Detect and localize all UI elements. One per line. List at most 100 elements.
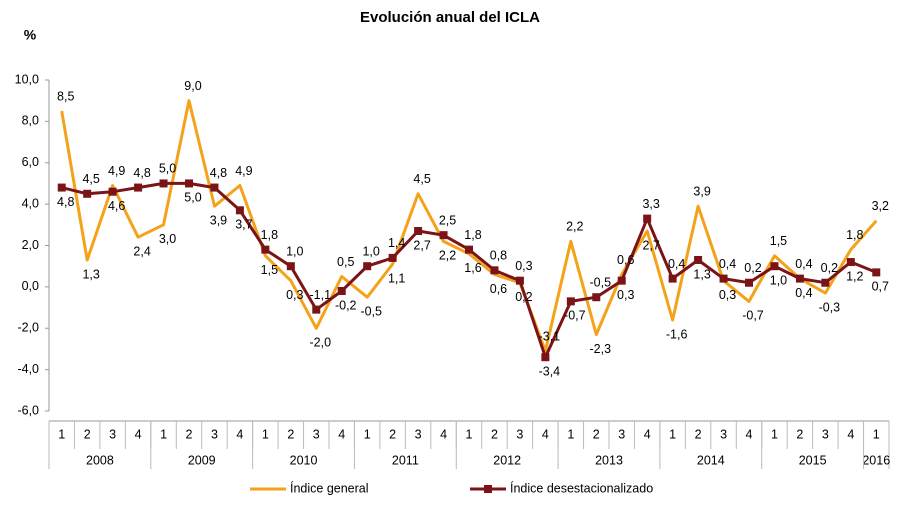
point-marker — [337, 287, 346, 296]
data-label: -1,6 — [666, 327, 688, 341]
data-label: 0,5 — [337, 255, 354, 269]
data-label: 4,8 — [133, 166, 150, 180]
legend-marker — [484, 485, 492, 493]
point-marker — [566, 297, 575, 306]
x-tick-label: 1 — [873, 427, 880, 441]
x-tick-label: 2 — [287, 427, 294, 441]
data-label: 0,3 — [286, 288, 303, 302]
x-tick-label: 4 — [135, 427, 142, 441]
data-label: 3,7 — [235, 218, 252, 232]
year-label: 2013 — [595, 453, 623, 467]
x-tick-label: 1 — [58, 427, 65, 441]
y-tick-label: 6,0 — [22, 155, 39, 169]
point-marker — [541, 353, 550, 362]
x-tick-label: 2 — [186, 427, 193, 441]
point-marker — [235, 206, 244, 215]
year-label: 2016 — [862, 453, 890, 467]
x-tick-label: 1 — [466, 427, 473, 441]
point-marker — [745, 278, 753, 287]
data-label: 0,6 — [490, 282, 507, 296]
data-label: 0,4 — [795, 257, 812, 271]
data-label: -0,2 — [335, 298, 357, 312]
x-tick-label: 1 — [771, 427, 778, 441]
data-label: 4,6 — [108, 199, 125, 213]
data-label: -3,4 — [539, 365, 561, 379]
data-label: 8,5 — [57, 89, 74, 103]
x-tick-label: 3 — [720, 427, 727, 441]
x-tick-label: 3 — [109, 427, 116, 441]
data-label: 2,2 — [439, 249, 456, 263]
data-label: 0,3 — [515, 259, 532, 273]
data-label: 0,6 — [617, 253, 634, 267]
point-marker — [770, 262, 779, 271]
y-tick-label: -2,0 — [17, 321, 39, 335]
data-label: 4,9 — [108, 164, 125, 178]
x-tick-label: 1 — [262, 427, 269, 441]
data-label: 2,4 — [133, 245, 150, 259]
point-marker — [439, 231, 448, 240]
point-marker — [261, 245, 270, 254]
x-tick-label: 2 — [491, 427, 498, 441]
data-label: 0,3 — [617, 288, 634, 302]
x-tick-label: 4 — [338, 427, 345, 441]
data-label: 3,3 — [642, 197, 659, 211]
data-label: 4,8 — [57, 195, 74, 209]
y-axis-label: % — [24, 27, 37, 43]
year-label: 2011 — [392, 453, 419, 467]
data-label: 1,1 — [388, 271, 405, 285]
point-marker — [414, 227, 423, 236]
point-marker — [643, 214, 652, 223]
point-marker — [515, 276, 524, 285]
data-label: 0,2 — [744, 261, 761, 275]
data-label: 2,2 — [566, 220, 583, 234]
data-label: 4,5 — [413, 172, 430, 186]
x-tick-label: 4 — [236, 427, 243, 441]
point-marker — [363, 262, 372, 271]
x-tick-label: 1 — [567, 427, 574, 441]
point-marker — [185, 179, 193, 188]
data-label: -2,0 — [309, 336, 331, 350]
data-label: 0,4 — [668, 257, 685, 271]
data-label: 1,8 — [846, 228, 863, 242]
data-label: -0,5 — [589, 276, 611, 290]
x-tick-label: 2 — [593, 427, 600, 441]
data-label: -3,1 — [539, 329, 561, 343]
data-label: 1,5 — [770, 234, 787, 248]
data-label: -0,7 — [742, 309, 764, 323]
x-tick-label: 3 — [618, 427, 625, 441]
data-label: 1,8 — [261, 228, 278, 242]
data-label: 2,7 — [413, 238, 430, 252]
y-tick-label: 4,0 — [22, 196, 39, 210]
y-tick-label: 2,0 — [22, 238, 39, 252]
point-marker — [846, 258, 855, 267]
x-tick-label: 1 — [160, 427, 167, 441]
x-tick-label: 2 — [796, 427, 803, 441]
point-marker — [795, 274, 804, 283]
data-label: 3,2 — [872, 199, 889, 213]
x-tick-label: 1 — [669, 427, 676, 441]
x-tick-label: 2 — [695, 427, 702, 441]
data-label: 1,0 — [770, 273, 787, 287]
point-marker — [108, 187, 117, 196]
x-tick-label: 3 — [415, 427, 422, 441]
point-marker — [388, 253, 397, 262]
point-marker — [490, 266, 499, 275]
year-label: 2009 — [188, 453, 216, 467]
year-label: 2012 — [493, 453, 521, 467]
point-marker — [592, 293, 601, 302]
point-marker — [872, 268, 881, 277]
point-marker — [159, 179, 168, 188]
legend-label: Índice general — [290, 480, 369, 495]
y-tick-label: -6,0 — [17, 403, 39, 417]
x-tick-label: 3 — [822, 427, 829, 441]
x-tick-label: 3 — [516, 427, 523, 441]
data-label: 1,0 — [286, 244, 303, 258]
data-label: -0,7 — [564, 309, 586, 323]
data-label: 9,0 — [184, 79, 201, 93]
data-label: 0,4 — [795, 286, 812, 300]
data-label: 3,9 — [693, 184, 710, 198]
x-tick-label: 4 — [847, 427, 854, 441]
data-label: 0,2 — [821, 261, 838, 275]
x-tick-label: 4 — [440, 427, 447, 441]
